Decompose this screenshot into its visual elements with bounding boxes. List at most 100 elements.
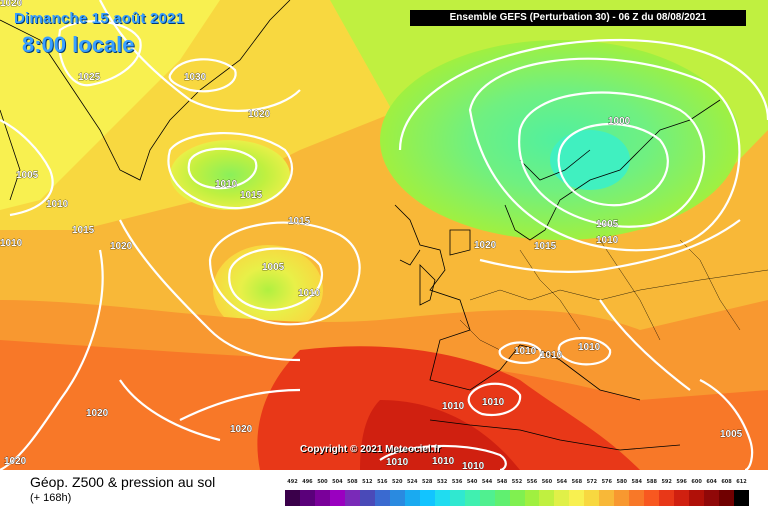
color-scale-label: 576 xyxy=(601,479,613,485)
isobar-label: 1005 xyxy=(16,170,39,181)
color-scale-swatch xyxy=(479,490,495,506)
borders xyxy=(459,239,768,351)
color-scale-label: 524 xyxy=(407,479,418,485)
color-scale-swatch xyxy=(719,490,735,506)
color-scale-label: 572 xyxy=(586,479,598,485)
color-scale-label: 536 xyxy=(451,479,463,485)
color-scale-swatch xyxy=(359,490,375,506)
color-scale-label: 512 xyxy=(362,479,373,485)
color-scale-label: 532 xyxy=(436,479,448,485)
lead-time: (+ 168h) xyxy=(30,492,72,504)
isobar-label: 1005 xyxy=(720,429,743,440)
isobar-label: 1010 xyxy=(215,179,238,190)
forecast-date: Dimanche 15 août 2021 xyxy=(14,10,185,27)
isobar-label: 1010 xyxy=(596,235,619,246)
color-scale-swatch xyxy=(674,490,690,506)
color-scale-swatch xyxy=(539,490,555,506)
isobar-label: 1010 xyxy=(482,397,505,408)
color-scale-swatch xyxy=(704,490,720,506)
color-scale-label: 612 xyxy=(736,479,747,485)
color-scale-swatch xyxy=(299,490,315,506)
isobar-label: 1020 xyxy=(474,240,497,251)
color-scale-swatch xyxy=(689,490,705,506)
color-scale-labels: 492 496 500 504 508 512 516 520 524 528 532 536 540 5… xyxy=(282,479,752,488)
model-run-banner: Ensemble GEFS (Perturbation 30) - 06 Z d… xyxy=(410,10,746,26)
color-scale-label: 496 xyxy=(302,479,313,485)
isobar-label: 1010 xyxy=(578,342,601,353)
color-scale-swatch xyxy=(449,490,465,506)
color-scale-label: 508 xyxy=(347,479,358,485)
color-scale-label: 596 xyxy=(676,479,687,485)
color-scale-label: 608 xyxy=(721,479,732,485)
map-canvas: 1030 1025 1020 1005 1010 1015 1010 1020 … xyxy=(0,0,768,470)
color-scale-label: 564 xyxy=(556,479,568,485)
isobar-label: 1005 xyxy=(262,262,285,273)
isobar-label: 1010 xyxy=(0,238,23,249)
color-scale-label: 568 xyxy=(571,479,583,485)
color-scale-swatch xyxy=(629,490,645,506)
isobar-label: 1010 xyxy=(540,350,563,361)
isobar-label: 1015 xyxy=(534,241,557,252)
isobar-label: 1015 xyxy=(72,225,95,236)
isobar-label: 1010 xyxy=(432,456,455,467)
color-scale-label: 500 xyxy=(317,479,328,485)
isobar-label: 1020 xyxy=(230,424,253,435)
color-scale-label: 548 xyxy=(496,479,508,485)
color-scale-label: 492 xyxy=(287,479,298,485)
isobar-label: 1020 xyxy=(4,456,27,467)
color-scale-label: 552 xyxy=(511,479,523,485)
color-scale-swatch xyxy=(419,490,435,506)
isobar-label: 1020 xyxy=(110,241,133,252)
color-scale-swatch xyxy=(464,490,480,506)
color-scale-bar xyxy=(285,490,750,506)
isobar-label: 1010 xyxy=(46,199,69,210)
color-scale-swatch xyxy=(524,490,540,506)
isobar-label: 1025 xyxy=(78,72,101,83)
coastlines xyxy=(0,0,721,451)
color-scale-swatch xyxy=(285,490,300,506)
isobar-label: 1010 xyxy=(462,461,485,470)
isobar-label: 1010 xyxy=(442,401,465,412)
color-scale-label: 588 xyxy=(646,479,657,485)
isobar-label: 1020 xyxy=(86,408,109,419)
isobar-label: 1010 xyxy=(386,457,409,468)
color-scale-swatch xyxy=(314,490,330,506)
color-scale-swatch xyxy=(569,490,585,506)
color-scale-label: 580 xyxy=(616,479,627,485)
color-scale-swatch xyxy=(494,490,510,506)
color-scale-label: 540 xyxy=(466,479,478,485)
color-scale-swatch xyxy=(644,490,660,506)
color-scale-swatch xyxy=(329,490,345,506)
isobars xyxy=(0,0,768,470)
color-scale-swatch xyxy=(659,490,675,506)
isobar-label: 1005 xyxy=(596,219,619,230)
isobar-label: 1015 xyxy=(240,190,263,201)
isobar-label: 1010 xyxy=(514,346,537,357)
color-scale-swatch xyxy=(614,490,630,506)
isobar-label: 1020 xyxy=(248,109,271,120)
color-scale-label: 504 xyxy=(332,479,343,485)
isobar-label: 1020 xyxy=(0,0,23,9)
color-scale-swatch xyxy=(374,490,390,506)
isobar-label: 1010 xyxy=(298,288,321,299)
copyright-notice: Copyright © 2021 Meteociel.fr xyxy=(300,444,441,455)
color-scale-label: 516 xyxy=(377,479,388,485)
color-scale-label: 592 xyxy=(661,479,672,485)
parameter-title: Géop. Z500 & pression au sol xyxy=(30,474,216,490)
color-scale-swatch xyxy=(599,490,615,506)
color-scale-label: 544 xyxy=(481,479,493,485)
isobar-label: 1015 xyxy=(288,216,311,227)
isobar-label: 1030 xyxy=(184,72,207,83)
color-scale-swatch xyxy=(734,490,750,506)
isobar-labels: 1030 1025 1020 1005 1010 1015 1010 1020 … xyxy=(0,0,743,470)
color-scale-label: 600 xyxy=(691,479,702,485)
color-scale-swatch xyxy=(509,490,525,506)
forecast-local-time: 8:00 locale xyxy=(22,32,135,57)
color-scale-label: 584 xyxy=(631,479,642,485)
color-scale-label: 560 xyxy=(541,479,553,485)
color-scale-label: 520 xyxy=(392,479,403,485)
geopotential-field xyxy=(0,0,768,470)
color-scale-swatch xyxy=(584,490,600,506)
color-scale-swatch xyxy=(554,490,570,506)
